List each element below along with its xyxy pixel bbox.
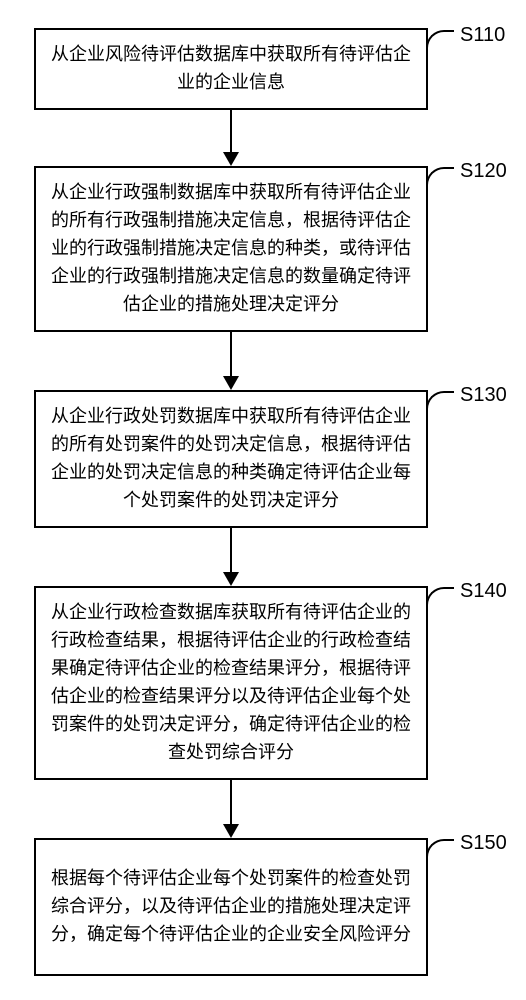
step-box-s130: 从企业行政处罚数据库中获取所有待评估企业的所有处罚案件的处罚决定信息，根据待评估… [34,390,428,528]
step-box-s140: 从企业行政检查数据库获取所有待评估企业的行政检查结果，根据待评估企业的行政检查结… [34,586,428,780]
label-tick-s150 [426,839,454,859]
arrow-head-4 [223,824,239,838]
step-label-s110: S110 [460,24,505,47]
arrow-line-1 [230,110,232,152]
step-text: 从企业风险待评估数据库中获取所有待评估企业的企业信息 [46,41,416,97]
arrow-line-3 [230,528,232,572]
step-text: 从企业行政强制数据库中获取所有待评估企业的所有行政强制措施决定信息，根据待评估企… [46,179,416,318]
arrow-head-3 [223,572,239,586]
label-tick-s140 [426,587,454,607]
step-label-s120: S120 [460,160,507,183]
step-text: 根据每个待评估企业每个处罚案件的检查处罚综合评分，以及待评估企业的措施处理决定评… [46,865,416,949]
step-label-s140: S140 [460,580,507,603]
step-box-s150: 根据每个待评估企业每个处罚案件的检查处罚综合评分，以及待评估企业的措施处理决定评… [34,838,428,976]
step-box-s120: 从企业行政强制数据库中获取所有待评估企业的所有行政强制措施决定信息，根据待评估企… [34,166,428,332]
label-tick-s110 [426,30,454,50]
arrow-line-2 [230,332,232,376]
flowchart-canvas: 从企业风险待评估数据库中获取所有待评估企业的企业信息 从企业行政强制数据库中获取… [0,0,526,1000]
arrow-line-4 [230,780,232,824]
step-text: 从企业行政检查数据库获取所有待评估企业的行政检查结果，根据待评估企业的行政检查结… [46,599,416,766]
step-box-s110: 从企业风险待评估数据库中获取所有待评估企业的企业信息 [34,28,428,110]
step-label-s130: S130 [460,384,507,407]
arrow-head-2 [223,376,239,390]
label-tick-s120 [426,167,454,187]
step-label-s150: S150 [460,832,507,855]
label-tick-s130 [426,391,454,411]
step-text: 从企业行政处罚数据库中获取所有待评估企业的所有处罚案件的处罚决定信息，根据待评估… [46,403,416,515]
arrow-head-1 [223,152,239,166]
